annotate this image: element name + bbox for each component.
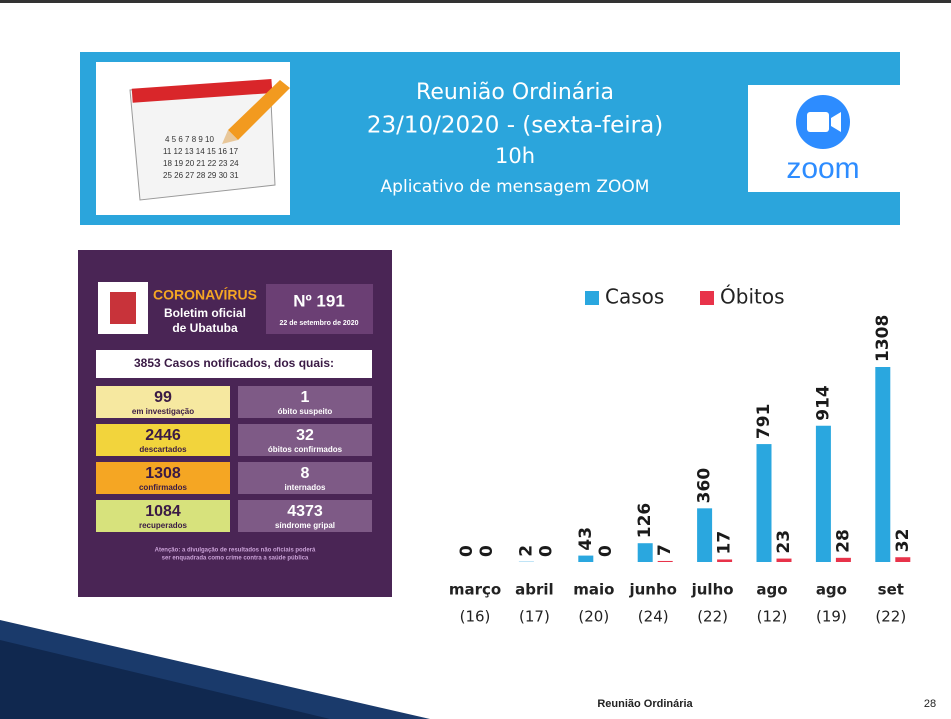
x-tick-sublabel: (20) (578, 608, 609, 626)
data-label: 0 (536, 545, 556, 557)
svg-text:18 19 20 21 22 23 24: 18 19 20 21 22 23 24 (163, 159, 239, 168)
data-label: 28 (833, 529, 853, 553)
bar (756, 444, 772, 562)
header-line: 10h (495, 144, 535, 168)
bar (895, 557, 911, 562)
data-label: 43 (576, 527, 596, 551)
x-tick-label: ago (816, 581, 847, 599)
data-label: 126 (635, 503, 655, 539)
bar (637, 543, 653, 562)
data-label: 23 (774, 530, 794, 554)
cell-label: síndrome gripal (275, 521, 335, 530)
cell-label: recuperados (139, 521, 188, 530)
x-tick-sublabel: (12) (757, 608, 788, 626)
svg-text:4 5 6 7 8 9 10: 4 5 6 7 8 9 10 (165, 135, 214, 144)
cell-label: em investigação (132, 407, 194, 416)
data-label: 360 (695, 468, 715, 504)
data-label: 0 (477, 545, 497, 557)
bulletin-title: Boletim oficial (164, 306, 246, 320)
legend-swatch (700, 291, 714, 305)
bulletin-number: Nº 191 (293, 291, 345, 310)
x-tick-label: set (878, 581, 904, 599)
data-label: 17 (715, 531, 735, 555)
cell-number: 99 (154, 389, 172, 406)
cell-label: confirmados (139, 483, 188, 492)
x-tick-sublabel: (22) (875, 608, 906, 626)
cell-number: 4373 (287, 503, 323, 520)
x-tick-label: julho (691, 581, 734, 599)
x-tick-label: março (449, 581, 501, 599)
legend-label: Casos (605, 285, 664, 309)
footer-text: Reunião Ordinária (597, 698, 693, 710)
x-tick-sublabel: (22) (697, 608, 728, 626)
bulletin-cell (238, 424, 372, 456)
data-label: 1308 (873, 315, 893, 362)
bulletin-cell (96, 424, 230, 456)
bar (717, 559, 733, 562)
page-number: 28 (924, 698, 936, 710)
x-tick-sublabel: (24) (638, 608, 669, 626)
data-label: 32 (893, 529, 913, 553)
bulletin: CORONAVÍRUS Boletim oficial de Ubatuba N… (78, 250, 392, 597)
bulletin-footnote: ser enquadrada como crime contra a saúde… (162, 556, 309, 562)
bulletin-cell (238, 386, 372, 418)
bulletin-date: 22 de setembro de 2020 (280, 320, 359, 327)
data-label: 791 (754, 404, 774, 440)
bulletin-summary: 3853 Casos notificados, dos quais: (134, 356, 334, 370)
x-tick-label: abril (515, 581, 554, 599)
cell-label: descartados (139, 445, 187, 454)
bulletin-cell (96, 462, 230, 494)
cell-number: 32 (296, 427, 314, 444)
logo-text: zoom (786, 152, 859, 185)
bar (657, 560, 673, 562)
data-label: 7 (655, 544, 675, 556)
zoom-logo: zoom (748, 85, 900, 192)
x-tick-sublabel: (17) (519, 608, 550, 626)
bar (578, 555, 594, 562)
header-line: Aplicativo de mensagem ZOOM (381, 177, 650, 197)
x-tick-sublabel: (19) (816, 608, 847, 626)
calendar-image: 4 5 6 7 8 9 10 11 12 13 14 15 16 17 18 1… (96, 62, 290, 215)
cell-number: 2446 (145, 427, 181, 444)
cell-label: internados (285, 483, 326, 492)
header-line: 23/10/2020 - (sexta-feira) (367, 113, 663, 139)
x-tick-label: junho (628, 581, 676, 599)
bar (875, 367, 891, 562)
cell-number: 8 (301, 465, 310, 482)
bulletin-cell (238, 462, 372, 494)
data-label: 0 (596, 545, 616, 557)
bar (835, 557, 851, 562)
bar (697, 508, 713, 562)
cell-number: 1308 (145, 465, 181, 482)
corner-swoosh (0, 640, 330, 719)
bar (776, 558, 792, 562)
data-label: 2 (516, 545, 536, 557)
cell-label: óbito suspeito (278, 407, 333, 416)
header-line: Reunião Ordinária (416, 80, 614, 105)
data-label: 0 (457, 545, 477, 557)
x-tick-sublabel: (16) (460, 608, 491, 626)
top-border (0, 0, 951, 3)
bulletin-cell (96, 500, 230, 532)
bar (815, 425, 831, 562)
bulletin-cell (96, 386, 230, 418)
x-tick-label: ago (756, 581, 787, 599)
cell-number: 1084 (145, 503, 181, 520)
svg-text:11 12 13 14 15 16 17: 11 12 13 14 15 16 17 (163, 147, 239, 156)
data-label: 914 (813, 385, 833, 421)
bulletin-cell (238, 500, 372, 532)
legend-swatch (585, 291, 599, 305)
bulletin-title: de Ubatuba (172, 321, 238, 335)
bulletin-brand: CORONAVÍRUS (153, 287, 257, 303)
cell-label: óbitos confirmados (268, 445, 343, 454)
legend-label: Óbitos (720, 285, 785, 309)
svg-text:25 26 27 28 29 30 31: 25 26 27 28 29 30 31 (163, 171, 239, 180)
bulletin-footnote: Atenção: a divulgação de resultados não … (155, 548, 316, 554)
cell-number: 1 (301, 389, 310, 406)
x-tick-label: maio (573, 581, 614, 599)
